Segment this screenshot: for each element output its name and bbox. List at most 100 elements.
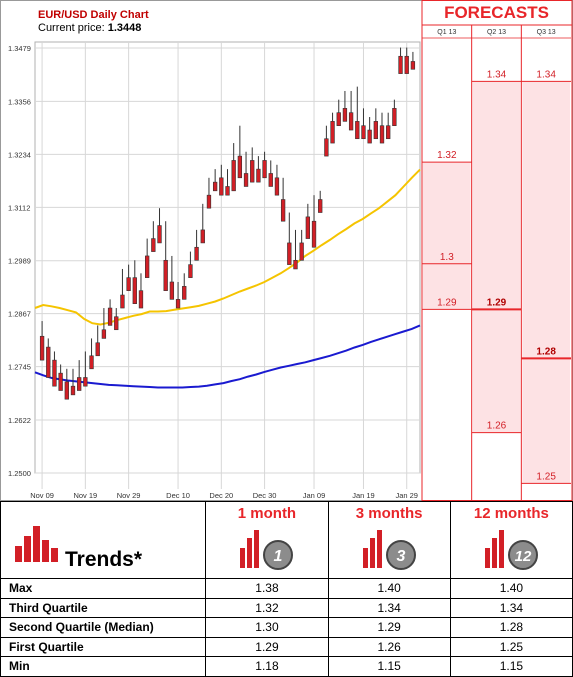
table-row: Max 1.38 1.40 1.40 [0,578,573,599]
candle [250,160,255,183]
row-label: Max [0,578,207,599]
one-month-icon: 1 [240,526,296,573]
chart-title: EUR/USD Daily Chart [38,9,149,21]
forecast-level-label: 1.25 [536,471,556,482]
y-tick-label: 1.3479 [8,44,31,53]
row-value: 1.29 [327,617,451,638]
header-label: 12 months [473,505,549,522]
row-value: 1.15 [327,656,451,677]
candle [157,225,162,244]
y-tick-label: 1.2500 [8,469,31,478]
header-label: 3 months [355,505,423,522]
candle [398,55,403,74]
candle [52,359,57,387]
candle [231,160,236,192]
candle [188,264,193,278]
row-value: 1.26 [327,636,451,657]
table-row: First Quartile 1.29 1.26 1.25 [0,636,573,657]
x-tick-label: Nov 19 [73,491,97,500]
row-value: 1.18 [205,656,329,677]
y-tick-label: 1.3234 [8,150,31,159]
icon-number: 3 [396,548,405,565]
forecast-level-label: 1.3 [440,252,454,263]
candle [163,259,168,291]
row-label: Second Quartile (Median) [0,617,207,638]
forecast-range-band [423,162,471,310]
candle [169,281,175,300]
candle [46,346,51,378]
candle [70,385,76,396]
row-value: 1.30 [205,617,329,638]
trends-header-3m: 3 months 3 [327,501,451,579]
candle [293,259,298,270]
candle [225,186,230,196]
candle [348,112,354,131]
forecast-level-label: 1.34 [487,69,507,80]
trends-header-12m: 12 months 12 [449,501,573,579]
forecast-column-header: Q1 13 [437,29,456,36]
candle [318,199,323,213]
candle [126,277,131,291]
y-tick-label: 1.2867 [8,310,31,319]
y-tick-label: 1.2745 [8,363,31,372]
candle [206,194,212,209]
candle [83,377,88,387]
candle [404,55,409,74]
forecast-level-label: 1.32 [437,150,457,161]
candle [367,129,372,144]
y-tick-label: 1.3356 [8,97,31,106]
candle [330,121,335,144]
x-tick-label: Dec 20 [209,491,233,500]
icon-number: 12 [514,548,531,565]
candle [107,307,113,326]
candle [410,61,416,70]
candle [194,246,199,261]
candle [58,372,63,391]
candle [299,242,304,261]
forecast-level-label: 1.26 [487,421,507,432]
row-value: 1.34 [327,597,451,618]
y-tick-label: 1.2622 [8,416,31,425]
x-tick-label: Jan 29 [395,491,418,500]
candle [200,229,205,244]
candle [120,294,125,309]
short-moving-average-line [34,168,421,326]
candle [151,238,156,252]
candle [95,342,100,357]
forecast-range-band [522,81,570,484]
candle [256,168,261,183]
trends-header-row: Trends* 1 month 1 3 months [0,501,573,579]
candle [39,335,45,361]
forecast-range-band [472,81,521,433]
trends-title: Trends* [65,548,143,571]
x-tick-label: Jan 09 [303,491,326,500]
header-label: 1 month [237,505,297,522]
candle [324,138,329,157]
x-tick-label: Nov 09 [30,491,54,500]
table-row: Second Quartile (Median) 1.30 1.29 1.28 [0,617,573,638]
candle [342,108,348,122]
candle [379,125,385,144]
long-moving-average-line [34,324,421,389]
candle [212,181,218,192]
candle [373,121,378,140]
candle [305,216,310,239]
candle [138,290,144,309]
table-row: Min 1.18 1.15 1.15 [0,656,573,677]
three-months-icon: 3 [362,526,419,573]
chart-canvas: 1.3479 1.3356 1.3234 1.3112 1.2989 1.2867 1.27… [0,0,573,501]
candle [336,112,341,127]
candle [262,160,267,179]
row-value: 1.40 [327,578,451,599]
current-price-line: Current price: 1.3448 [38,22,141,34]
x-tick-label: Dec 30 [253,491,277,500]
current-price-label: Current price: [38,22,105,34]
trends-title-cell: Trends* [0,501,207,579]
candle [77,377,82,391]
candle [64,381,69,400]
candle [287,242,292,265]
row-value: 1.28 [449,617,573,638]
row-value: 1.34 [449,597,573,618]
candle [274,177,280,196]
